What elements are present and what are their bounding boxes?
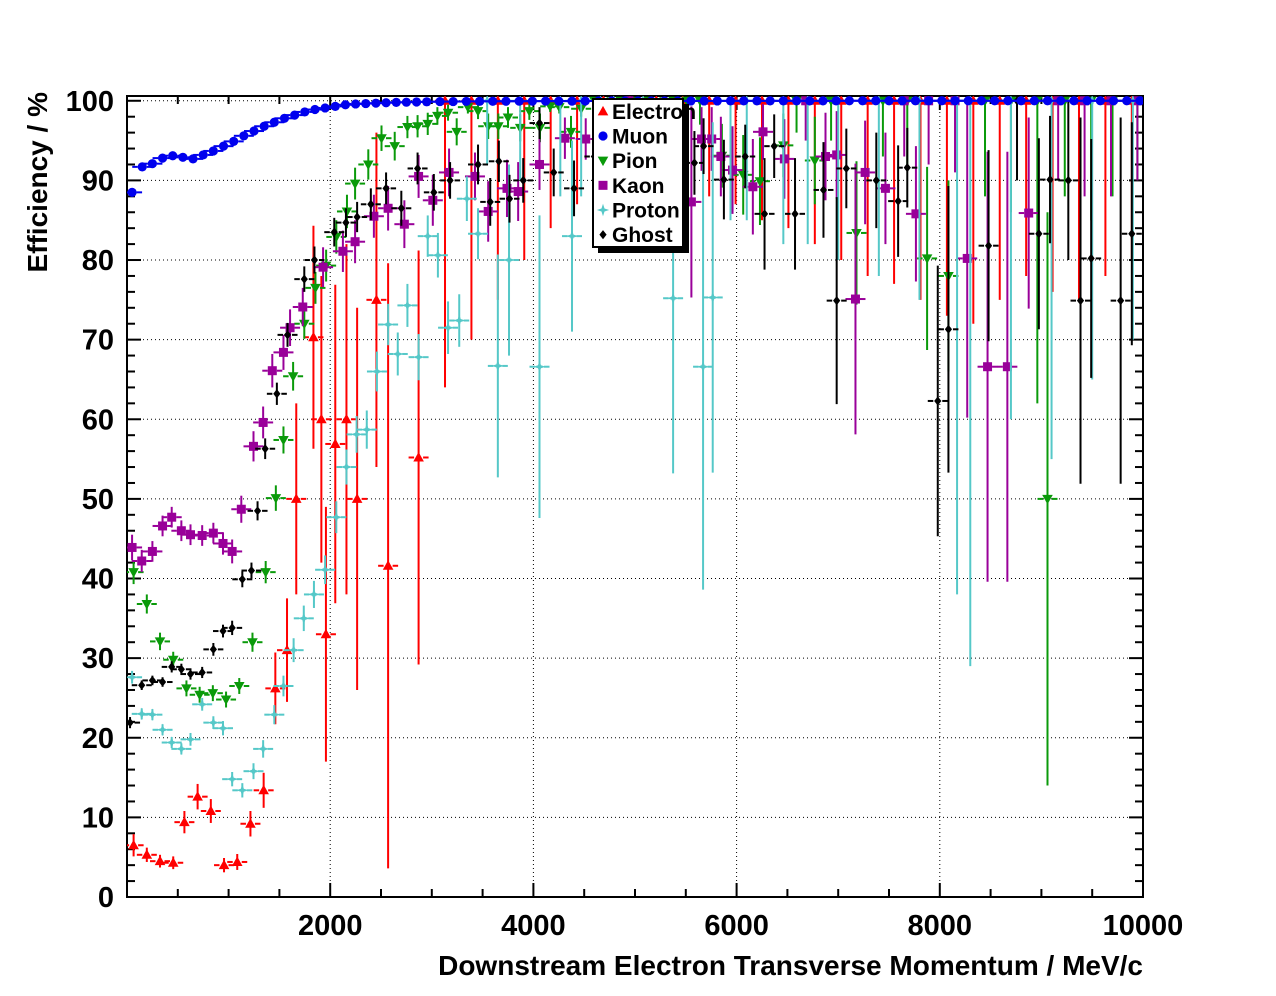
y-axis-title: Efficiency / %: [22, 92, 53, 273]
series-ghost: [127, 96, 1142, 729]
svg-text:90: 90: [82, 165, 114, 197]
legend-item-proton: Proton: [596, 200, 680, 223]
svg-text:Pion: Pion: [612, 150, 658, 173]
series-electron: [127, 96, 1142, 873]
legend-item-pion: Pion: [597, 150, 658, 173]
svg-text:8000: 8000: [908, 910, 973, 942]
series-kaon: [127, 96, 1143, 582]
svg-text:2000: 2000: [298, 910, 363, 942]
svg-text:Ghost: Ghost: [612, 224, 673, 247]
svg-text:0: 0: [98, 882, 114, 914]
svg-text:50: 50: [82, 484, 114, 516]
y-tick-labels: 0 10 20 30 40 50 60 70 80 90 100: [66, 86, 114, 914]
svg-text:4000: 4000: [501, 910, 566, 942]
legend-item-electron: Electron: [597, 101, 696, 124]
svg-text:Kaon: Kaon: [612, 175, 665, 198]
svg-text:6000: 6000: [704, 910, 769, 942]
svg-text:Muon: Muon: [612, 126, 668, 149]
svg-text:60: 60: [82, 404, 114, 436]
svg-text:40: 40: [82, 564, 114, 596]
svg-text:100: 100: [66, 86, 114, 118]
x-axis-title: Downstream Electron Transverse Momentum …: [438, 950, 1143, 981]
svg-text:10000: 10000: [1103, 910, 1184, 942]
legend-item-kaon: Kaon: [598, 175, 665, 198]
svg-text:Proton: Proton: [612, 200, 680, 223]
svg-text:80: 80: [82, 245, 114, 277]
legend-item-ghost: Ghost: [599, 224, 673, 247]
legend-item-muon: Muon: [598, 126, 668, 149]
svg-text:20: 20: [82, 723, 114, 755]
svg-text:10: 10: [82, 802, 114, 834]
svg-text:70: 70: [82, 325, 114, 357]
svg-text:30: 30: [82, 643, 114, 675]
svg-text:Electron: Electron: [612, 101, 696, 124]
x-tick-labels: 2000 4000 6000 8000 10000: [298, 910, 1183, 942]
